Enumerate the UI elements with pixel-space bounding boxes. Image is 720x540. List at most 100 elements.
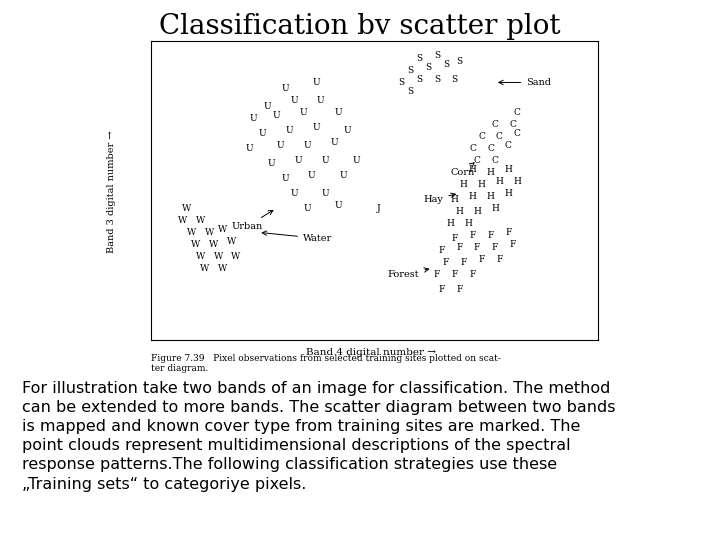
- Text: U: U: [264, 102, 271, 111]
- Text: W: W: [200, 264, 210, 273]
- Text: F: F: [456, 243, 462, 252]
- Text: H: H: [491, 204, 499, 213]
- Text: C: C: [478, 132, 485, 141]
- Text: U: U: [335, 108, 343, 117]
- Text: F: F: [443, 258, 449, 267]
- Text: S: S: [456, 57, 462, 66]
- Text: F: F: [469, 231, 476, 240]
- Text: C: C: [474, 156, 480, 165]
- Text: F: F: [487, 231, 494, 240]
- Text: S: S: [451, 75, 458, 84]
- Text: H: H: [469, 192, 477, 201]
- Text: W: W: [209, 240, 218, 249]
- Text: H: H: [464, 219, 472, 228]
- Text: F: F: [451, 234, 458, 243]
- Text: W: W: [218, 264, 228, 273]
- Text: C: C: [487, 144, 494, 153]
- Text: W: W: [227, 237, 236, 246]
- Text: F: F: [496, 255, 503, 264]
- Text: Hay: Hay: [423, 193, 456, 204]
- Text: U: U: [277, 141, 284, 150]
- Text: W: W: [204, 228, 214, 237]
- Text: C: C: [509, 120, 516, 129]
- Text: W: W: [196, 252, 205, 261]
- Text: F: F: [461, 258, 467, 267]
- Text: W: W: [218, 225, 228, 234]
- Text: H: H: [446, 219, 454, 228]
- Text: For illustration take two bands of an image for classification. The method
can b: For illustration take two bands of an im…: [22, 381, 615, 492]
- Text: W: W: [192, 240, 200, 249]
- Text: U: U: [250, 114, 258, 123]
- Text: U: U: [335, 201, 343, 210]
- Text: Urban: Urban: [232, 211, 273, 231]
- Text: F: F: [469, 270, 476, 279]
- Text: H: H: [455, 207, 463, 216]
- Text: H: H: [477, 180, 485, 189]
- Text: F: F: [438, 285, 444, 294]
- Text: F: F: [478, 255, 485, 264]
- Text: C: C: [514, 129, 521, 138]
- Text: U: U: [304, 141, 311, 150]
- Text: S: S: [398, 78, 404, 87]
- Text: H: H: [505, 165, 512, 174]
- Text: C: C: [514, 108, 521, 117]
- Text: Water: Water: [262, 231, 332, 243]
- Text: H: H: [487, 192, 495, 201]
- Text: C: C: [496, 132, 503, 141]
- Text: U: U: [300, 108, 307, 117]
- Text: H: H: [460, 180, 467, 189]
- Text: C: C: [492, 156, 498, 165]
- Text: J: J: [377, 204, 381, 213]
- Text: Sand: Sand: [499, 78, 552, 87]
- Text: F: F: [492, 243, 498, 252]
- Text: U: U: [286, 126, 293, 135]
- Text: C: C: [492, 120, 498, 129]
- Text: S: S: [407, 66, 413, 75]
- Text: F: F: [433, 270, 440, 279]
- Text: F: F: [451, 270, 458, 279]
- Text: W: W: [231, 252, 240, 261]
- Text: H: H: [469, 165, 477, 174]
- Text: U: U: [282, 84, 289, 93]
- Text: Band 3 digital number →: Band 3 digital number →: [107, 131, 116, 253]
- Text: S: S: [416, 54, 422, 63]
- Text: F: F: [510, 240, 516, 249]
- Text: W: W: [178, 216, 187, 225]
- Text: Corn: Corn: [450, 163, 474, 177]
- Text: F: F: [474, 243, 480, 252]
- Text: U: U: [272, 111, 280, 120]
- Text: U: U: [282, 174, 289, 183]
- Text: Forest: Forest: [388, 268, 428, 279]
- Text: U: U: [344, 126, 351, 135]
- Text: U: U: [317, 96, 325, 105]
- Text: Classification bv scatter plot: Classification bv scatter plot: [159, 14, 561, 40]
- Text: U: U: [259, 129, 266, 138]
- Text: U: U: [322, 156, 329, 165]
- Text: U: U: [312, 123, 320, 132]
- Text: F: F: [438, 246, 444, 255]
- Text: C: C: [505, 141, 512, 150]
- Text: U: U: [330, 138, 338, 147]
- Text: U: U: [304, 204, 311, 213]
- Text: U: U: [294, 156, 302, 165]
- Text: Figure 7.39   Pixel observations from selected training sites plotted on scat-
t: Figure 7.39 Pixel observations from sele…: [151, 354, 501, 373]
- Text: W: W: [196, 216, 205, 225]
- Text: C: C: [469, 144, 476, 153]
- Text: S: S: [407, 87, 413, 96]
- Text: U: U: [322, 189, 329, 198]
- Text: U: U: [339, 171, 347, 180]
- Text: U: U: [312, 78, 320, 87]
- Text: Band 4 digital number →: Band 4 digital number →: [306, 348, 436, 357]
- Text: U: U: [290, 96, 298, 105]
- Text: H: H: [487, 168, 495, 177]
- Text: H: H: [505, 189, 512, 198]
- Text: S: S: [434, 51, 440, 60]
- Text: S: S: [434, 75, 440, 84]
- Text: F: F: [456, 285, 462, 294]
- Text: U: U: [246, 144, 253, 153]
- Text: H: H: [513, 177, 521, 186]
- Text: W: W: [214, 252, 222, 261]
- Text: U: U: [308, 171, 315, 180]
- Text: W: W: [186, 228, 196, 237]
- Text: S: S: [443, 60, 449, 69]
